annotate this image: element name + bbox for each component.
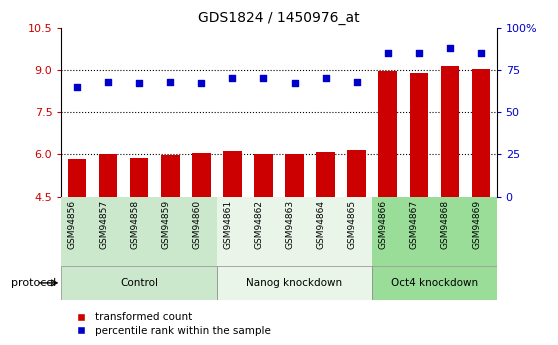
Text: Oct4 knockdown: Oct4 knockdown — [391, 278, 478, 288]
Text: Nanog knockdown: Nanog knockdown — [247, 278, 343, 288]
Point — [197, 81, 206, 86]
Bar — [254, 154, 273, 197]
Bar — [99, 154, 117, 197]
Bar — [316, 151, 335, 197]
Text: GSM94856: GSM94856 — [68, 200, 77, 249]
Bar — [372, 197, 497, 266]
Bar — [217, 266, 372, 300]
Point — [290, 81, 299, 86]
Bar — [61, 266, 217, 300]
Point — [134, 81, 143, 86]
Text: GSM94865: GSM94865 — [348, 200, 357, 249]
Point — [166, 79, 175, 85]
Bar — [372, 266, 497, 300]
Bar — [472, 69, 490, 197]
Text: GSM94864: GSM94864 — [316, 200, 326, 249]
Point — [383, 50, 392, 56]
Point — [352, 79, 361, 85]
Bar — [348, 150, 366, 197]
Point — [228, 76, 237, 81]
Bar — [68, 159, 86, 197]
Point — [104, 79, 113, 85]
Bar — [61, 197, 217, 266]
Point — [477, 50, 485, 56]
Point — [321, 76, 330, 81]
Text: protocol: protocol — [11, 278, 56, 288]
Bar — [130, 158, 148, 197]
Text: GSM94869: GSM94869 — [472, 200, 481, 249]
Point — [73, 84, 81, 90]
Point — [445, 45, 454, 51]
Bar — [378, 71, 397, 197]
Bar — [161, 155, 180, 197]
Legend: transformed count, percentile rank within the sample: transformed count, percentile rank withi… — [66, 308, 275, 340]
Text: GSM94860: GSM94860 — [193, 200, 201, 249]
Text: GSM94867: GSM94867 — [410, 200, 419, 249]
Bar — [217, 197, 372, 266]
Text: Control: Control — [120, 278, 158, 288]
Text: GSM94868: GSM94868 — [441, 200, 450, 249]
Text: GSM94859: GSM94859 — [161, 200, 170, 249]
Text: GSM94863: GSM94863 — [286, 200, 295, 249]
Title: GDS1824 / 1450976_at: GDS1824 / 1450976_at — [198, 11, 360, 25]
Point — [415, 50, 424, 56]
Bar — [441, 67, 459, 197]
Bar — [410, 73, 428, 197]
Text: GSM94866: GSM94866 — [379, 200, 388, 249]
Text: GSM94862: GSM94862 — [254, 200, 263, 249]
Bar — [285, 155, 304, 197]
Point — [259, 76, 268, 81]
Text: GSM94857: GSM94857 — [99, 200, 108, 249]
Bar — [192, 153, 210, 197]
Text: GSM94858: GSM94858 — [130, 200, 139, 249]
Bar — [223, 151, 242, 197]
Text: GSM94861: GSM94861 — [223, 200, 232, 249]
